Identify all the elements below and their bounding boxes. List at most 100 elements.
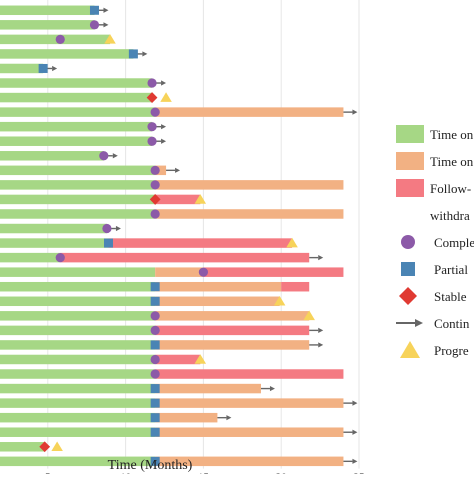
partial-marker bbox=[150, 427, 160, 437]
legend-item: Contin bbox=[396, 316, 470, 331]
bar-on-treatment bbox=[0, 238, 109, 248]
legend-triangle bbox=[400, 341, 420, 358]
continue-arrow-head bbox=[352, 400, 358, 406]
bar-on-treatment bbox=[0, 354, 156, 365]
partial-marker bbox=[150, 413, 160, 423]
progression-marker bbox=[286, 237, 298, 248]
legend-label: Progre bbox=[434, 343, 469, 358]
complete-marker bbox=[150, 165, 160, 175]
partial-marker bbox=[128, 49, 138, 59]
bar-followup bbox=[203, 267, 344, 277]
bar-on-treatment bbox=[0, 281, 156, 292]
bar-on-treatment bbox=[0, 398, 156, 408]
continue-arrow-head bbox=[175, 167, 181, 173]
partial-marker bbox=[150, 282, 160, 292]
bar-on-treatment bbox=[0, 223, 107, 234]
progression-marker bbox=[273, 296, 286, 306]
bar-followup bbox=[281, 281, 310, 292]
continue-arrow-head bbox=[112, 153, 118, 159]
complete-marker bbox=[147, 78, 157, 88]
bar-off-treatment bbox=[155, 412, 218, 423]
continue-arrow-head bbox=[318, 327, 324, 333]
bar-on-treatment bbox=[0, 165, 156, 176]
partial-marker bbox=[150, 296, 160, 306]
bar-on-treatment bbox=[0, 136, 153, 146]
x-axis-title: Time (Months) bbox=[108, 458, 193, 473]
bar-followup bbox=[108, 238, 293, 248]
legend: Time on Time on Follow-withdra Comple Partia… bbox=[396, 125, 474, 358]
bar-on-treatment bbox=[0, 311, 156, 321]
bar-on-treatment bbox=[0, 456, 156, 467]
bar-off-treatment bbox=[155, 107, 344, 117]
bar-off-treatment bbox=[155, 383, 261, 394]
bar-off-treatment bbox=[155, 427, 344, 437]
bar-off-treatment bbox=[155, 456, 344, 467]
complete-marker bbox=[150, 325, 160, 335]
progression-marker bbox=[104, 34, 116, 44]
bar-off-treatment bbox=[155, 296, 280, 307]
progression-marker bbox=[303, 310, 315, 321]
bar-on-treatment bbox=[0, 63, 44, 74]
bar-on-treatment bbox=[0, 20, 95, 30]
complete-marker bbox=[89, 20, 100, 30]
legend-label: Contin bbox=[434, 316, 470, 331]
complete-marker bbox=[147, 122, 157, 132]
bar-followup bbox=[155, 354, 201, 365]
complete-marker bbox=[150, 107, 160, 117]
legend-item: withdra bbox=[430, 208, 470, 223]
complete-marker bbox=[150, 209, 160, 219]
complete-marker bbox=[150, 369, 160, 379]
complete-marker bbox=[102, 223, 112, 234]
complete-marker bbox=[150, 354, 160, 365]
legend-label: withdra bbox=[430, 208, 470, 223]
stable-marker bbox=[39, 441, 51, 453]
legend-label: Stable bbox=[434, 289, 467, 304]
grid-lines bbox=[47, 0, 360, 469]
bar-on-treatment bbox=[0, 5, 95, 16]
bar-on-treatment bbox=[0, 340, 156, 350]
bar-on-treatment bbox=[0, 252, 61, 263]
bar-off-treatment bbox=[155, 267, 204, 277]
continue-arrow-head bbox=[318, 255, 324, 261]
progression-marker bbox=[194, 354, 207, 364]
legend-diamond bbox=[399, 287, 417, 305]
partial-marker bbox=[38, 63, 48, 73]
legend-label: Comple bbox=[434, 235, 474, 250]
progression-marker bbox=[160, 92, 172, 102]
continue-arrow-head bbox=[103, 7, 109, 13]
bar-on-treatment bbox=[0, 267, 156, 277]
progression-marker bbox=[51, 441, 63, 452]
legend-item: Stable bbox=[399, 287, 467, 305]
bar-followup bbox=[155, 325, 310, 336]
bar-off-treatment bbox=[155, 311, 310, 321]
patient-bars bbox=[0, 5, 344, 467]
continue-arrow-head bbox=[142, 51, 148, 57]
bar-on-treatment bbox=[0, 442, 45, 452]
legend-item: Comple bbox=[401, 235, 474, 250]
partial-marker bbox=[150, 340, 160, 350]
bar-on-treatment bbox=[0, 34, 111, 45]
legend-item: Progre bbox=[400, 341, 469, 358]
stable-marker bbox=[146, 92, 158, 103]
complete-marker bbox=[150, 180, 160, 190]
complete-marker bbox=[99, 151, 109, 161]
complete-marker bbox=[55, 34, 65, 44]
complete-marker bbox=[150, 311, 160, 321]
bar-off-treatment bbox=[155, 340, 310, 350]
continue-arrow-head bbox=[352, 458, 358, 464]
continue-arrow-head bbox=[161, 80, 167, 86]
bar-on-treatment bbox=[0, 49, 134, 59]
partial-marker bbox=[150, 398, 160, 408]
continue-arrow-head bbox=[352, 429, 358, 435]
partial-marker bbox=[103, 238, 113, 248]
legend-item: Time on bbox=[396, 152, 474, 170]
complete-marker bbox=[147, 136, 157, 146]
partial-marker bbox=[150, 384, 160, 394]
bar-followup bbox=[155, 369, 344, 379]
bar-on-treatment bbox=[0, 121, 153, 132]
legend-label: Time on bbox=[430, 127, 474, 142]
bar-on-treatment bbox=[0, 78, 153, 88]
bar-on-treatment bbox=[0, 369, 156, 379]
bar-off-treatment bbox=[155, 209, 344, 219]
